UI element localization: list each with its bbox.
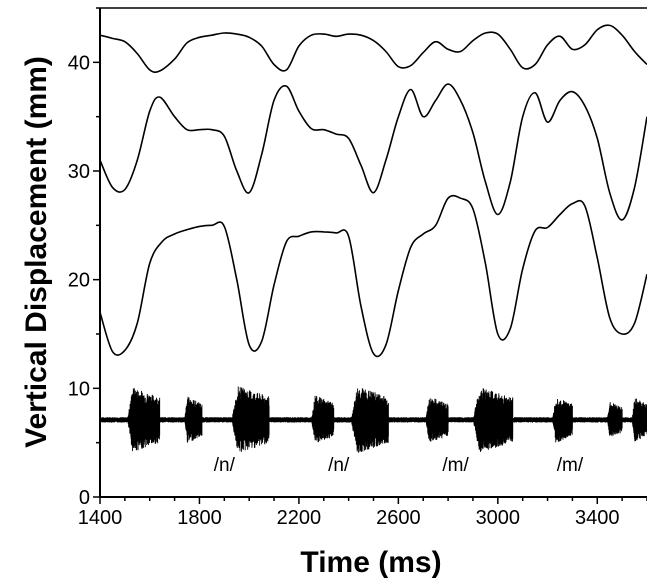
x-tick-label: 2600 [376,507,421,529]
y-tick-label: 20 [68,270,90,292]
y-axis-title: Vertical Displacement (mm) [20,56,53,448]
audio-waveform [100,386,647,453]
x-axis-title: Time (ms) [300,546,441,579]
y-tick-label: 40 [68,52,90,74]
trajectory-line-1 [100,24,647,74]
phoneme-label: /n/ [214,455,236,476]
x-tick-label: 3000 [476,507,521,529]
x-tick-label: 2200 [277,507,322,529]
x-tick-label: 1400 [78,507,123,529]
y-tick-label: 0 [79,487,90,509]
trajectory-line-3 [100,194,647,358]
phoneme-label: /m/ [442,455,469,476]
x-tick-label: 1800 [177,507,222,529]
x-tick-label: 3400 [575,507,620,529]
phoneme-label: /n/ [328,455,350,476]
trajectory-line-2 [100,83,647,221]
y-tick-label: 30 [68,161,90,183]
y-tick-label: 10 [68,378,90,400]
phoneme-label: /m/ [557,455,584,476]
